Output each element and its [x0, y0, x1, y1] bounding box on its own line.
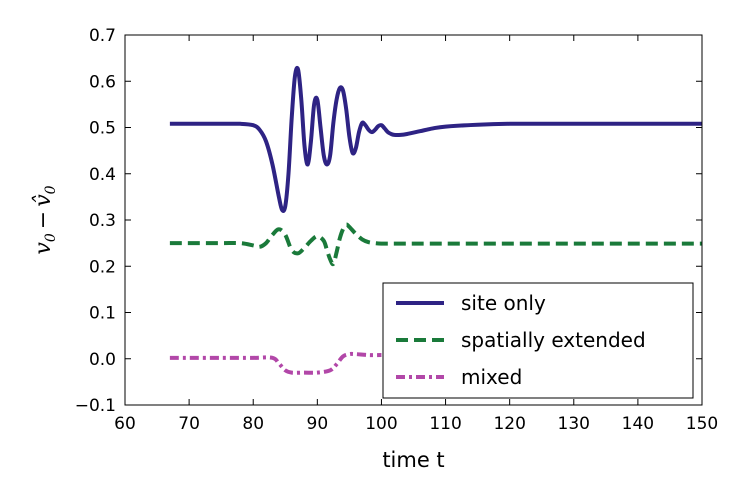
y-label-left: v	[31, 242, 56, 255]
legend: site only spatially extended mixed	[382, 282, 694, 399]
svg-text:v0−v̂0: v0−v̂0	[31, 185, 59, 254]
y-tick-label: 0.5	[89, 119, 116, 139]
x-tick-label: 100	[365, 414, 397, 434]
series-line-site-only	[169, 66, 702, 213]
plot-frame	[124, 34, 703, 406]
y-tick-label: 0.4	[89, 165, 116, 185]
x-tick-label: 70	[178, 414, 200, 434]
series-line-mixed	[169, 351, 382, 375]
y-tick-label: 0.7	[89, 26, 116, 46]
x-tick-label: 80	[242, 414, 264, 434]
x-tick-label: 90	[307, 414, 329, 434]
x-axis-ticks: 60 70 80 90 100 110 120 130 140 150	[114, 35, 718, 434]
y-axis-label: v0−v̂0	[31, 185, 59, 254]
y-tick-label: 0.2	[89, 257, 116, 277]
x-axis-label: time t	[382, 448, 444, 472]
x-tick-label: 110	[429, 414, 461, 434]
y-tick-label: −0.1	[75, 396, 116, 416]
series-line-spatially-extended	[169, 222, 702, 267]
x-tick-label: 150	[686, 414, 718, 434]
legend-label-site-only: site only	[461, 291, 546, 315]
x-tick-label: 140	[622, 414, 654, 434]
legend-label-mixed: mixed	[461, 365, 522, 389]
y-tick-label: 0.3	[89, 211, 116, 231]
y-label-right: v̂	[31, 194, 56, 207]
y-tick-label: 0.6	[89, 72, 116, 92]
y-tick-label: 0.1	[89, 304, 116, 324]
legend-label-spatially-extended: spatially extended	[461, 328, 646, 352]
y-label-left-sub: 0	[43, 233, 59, 242]
series-layer	[169, 66, 702, 375]
y-tick-label: 0.0	[89, 350, 116, 370]
y-label-minus: −	[31, 211, 56, 229]
x-tick-label: 60	[114, 414, 136, 434]
y-axis-ticks: −0.1 0.0 0.1 0.2 0.3 0.4 0.5 0.6 0.7	[75, 26, 702, 416]
x-tick-label: 130	[558, 414, 590, 434]
x-tick-label: 120	[493, 414, 525, 434]
y-label-right-sub: 0	[43, 185, 59, 194]
